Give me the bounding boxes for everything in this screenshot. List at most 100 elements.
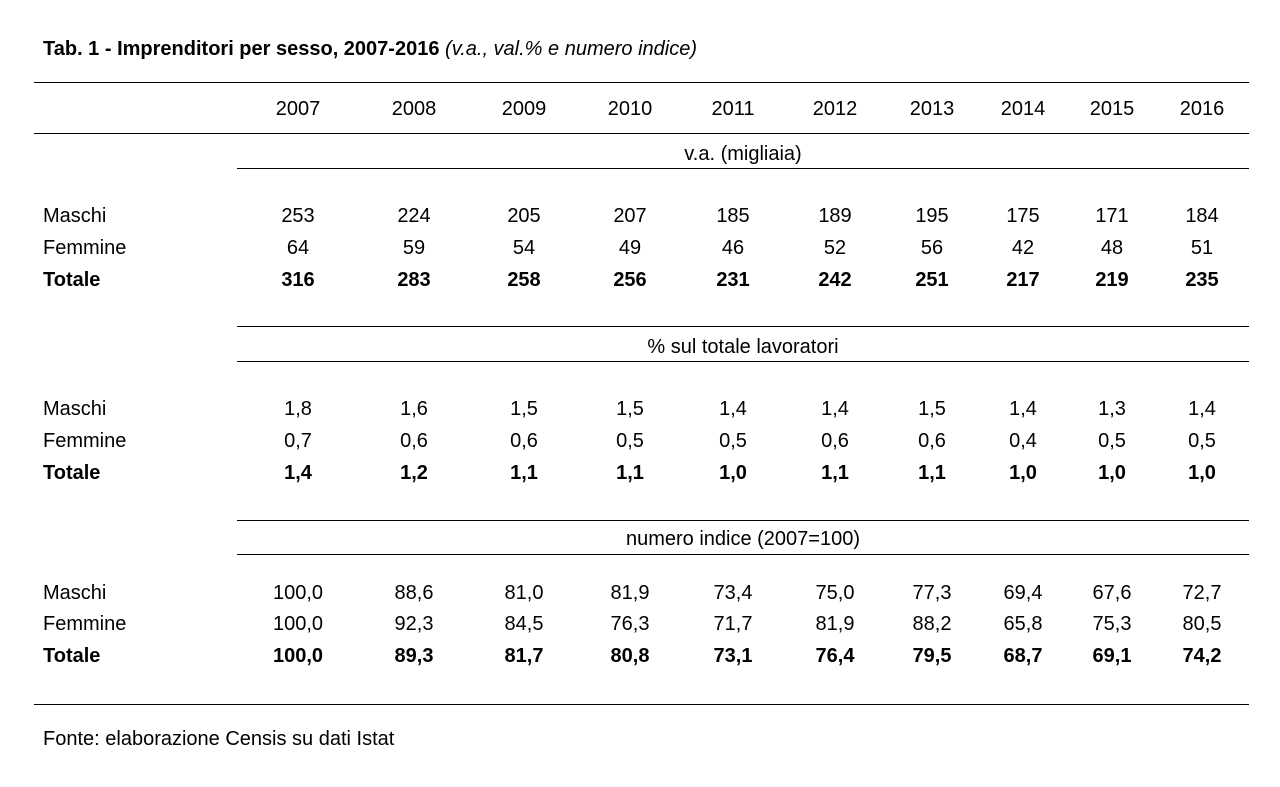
table-cell: 1,4	[719, 398, 747, 420]
row-label: Femmine	[43, 430, 127, 452]
year-header: 2012	[812, 98, 858, 120]
table-cell: 84,5	[504, 613, 544, 635]
year-header: 2008	[391, 98, 437, 120]
table-cell: 0,5	[616, 430, 644, 452]
table-cell: 64	[286, 237, 310, 259]
table-title-main: Tab. 1 - Imprenditori per sesso, 2007-20…	[43, 38, 440, 60]
table-cell: 59	[402, 237, 426, 259]
table-cell: 0,6	[918, 430, 946, 452]
table-cell: 42	[1011, 237, 1035, 259]
table-cell: 258	[507, 269, 541, 291]
table-bottom-rule	[34, 704, 1249, 705]
table-cell: 1,4	[284, 462, 312, 484]
table-cell: 171	[1095, 205, 1129, 227]
year-header: 2009	[501, 98, 547, 120]
year-header: 2007	[275, 98, 321, 120]
row-label: Maschi	[43, 582, 107, 604]
table-cell: 242	[818, 269, 852, 291]
table-cell: 1,2	[400, 462, 428, 484]
table-cell: 217	[1006, 269, 1040, 291]
table-cell: 81,0	[504, 582, 544, 604]
table-cell: 1,6	[400, 398, 428, 420]
table-cell: 205	[507, 205, 541, 227]
table-cell: 52	[823, 237, 847, 259]
section-rule	[237, 326, 1249, 327]
table-cell: 1,5	[510, 398, 538, 420]
table-cell: 69,1	[1092, 645, 1132, 667]
table-cell: 48	[1100, 237, 1124, 259]
table-cell: 1,5	[918, 398, 946, 420]
table-cell: 76,4	[815, 645, 855, 667]
year-header: 2010	[607, 98, 653, 120]
section-title: v.a. (migliaia)	[684, 143, 802, 165]
table-cell: 1,3	[1098, 398, 1126, 420]
table-cell: 0,6	[400, 430, 428, 452]
table-title-subtitle: (v.a., val.% e numero indice)	[445, 38, 697, 60]
row-label: Totale	[43, 269, 101, 291]
row-label: Totale	[43, 462, 101, 484]
row-label: Totale	[43, 645, 101, 667]
table-cell: 189	[818, 205, 852, 227]
table-cell: 0,5	[719, 430, 747, 452]
table-cell: 1,1	[821, 462, 849, 484]
table-cell: 92,3	[394, 613, 434, 635]
year-header: 2013	[909, 98, 955, 120]
table-cell: 89,3	[394, 645, 434, 667]
table-cell: 1,0	[1009, 462, 1037, 484]
table-cell: 100,0	[272, 645, 324, 667]
table-cell: 1,0	[719, 462, 747, 484]
table-cell: 1,4	[821, 398, 849, 420]
table-cell: 224	[397, 205, 431, 227]
table-cell: 0,5	[1098, 430, 1126, 452]
section-rule	[237, 168, 1249, 169]
year-header: 2011	[711, 98, 755, 120]
table-cell: 1,0	[1098, 462, 1126, 484]
table-cell: 316	[281, 269, 315, 291]
table-cell: 77,3	[912, 582, 952, 604]
table-cell: 0,5	[1188, 430, 1216, 452]
table-cell: 75,0	[815, 582, 855, 604]
table-cell: 231	[716, 269, 750, 291]
table-cell: 251	[915, 269, 949, 291]
table-cell: 0,6	[510, 430, 538, 452]
table-cell: 175	[1006, 205, 1040, 227]
table-cell: 75,3	[1092, 613, 1132, 635]
table-cell: 81,7	[504, 645, 544, 667]
table-cell: 100,0	[272, 613, 324, 635]
table-cell: 1,1	[616, 462, 644, 484]
source-note: Fonte: elaborazione Censis su dati Istat	[43, 728, 395, 750]
table-cell: 184	[1185, 205, 1219, 227]
table-cell: 1,4	[1188, 398, 1216, 420]
table-cell: 219	[1095, 269, 1129, 291]
table-cell: 67,6	[1092, 582, 1132, 604]
table-cell: 81,9	[610, 582, 650, 604]
section-rule	[237, 520, 1249, 521]
year-header: 2016	[1179, 98, 1225, 120]
row-label: Femmine	[43, 237, 127, 259]
table-cell: 195	[915, 205, 949, 227]
table-cell: 69,4	[1003, 582, 1043, 604]
section-title: % sul totale lavoratori	[647, 336, 839, 358]
table-cell: 1,1	[510, 462, 538, 484]
table-cell: 1,1	[918, 462, 946, 484]
table-cell: 185	[716, 205, 750, 227]
table-cell: 0,6	[821, 430, 849, 452]
table-cell: 73,1	[713, 645, 753, 667]
table-cell: 1,0	[1188, 462, 1216, 484]
table-cell: 46	[721, 237, 745, 259]
row-label: Maschi	[43, 398, 107, 420]
section-title: numero indice (2007=100)	[625, 528, 861, 550]
table-cell: 68,7	[1003, 645, 1043, 667]
table-cell: 80,8	[610, 645, 650, 667]
table-cell: 76,3	[610, 613, 650, 635]
table-cell: 0,7	[284, 430, 312, 452]
year-header: 2015	[1089, 98, 1135, 120]
table-cell: 80,5	[1182, 613, 1222, 635]
year-header: 2014	[1000, 98, 1046, 120]
table-cell: 56	[920, 237, 944, 259]
header-bottom-rule	[34, 133, 1249, 134]
table-cell: 72,7	[1182, 582, 1222, 604]
table-cell: 1,8	[284, 398, 312, 420]
table-cell: 79,5	[912, 645, 952, 667]
table-title: Tab. 1 - Imprenditori per sesso, 2007-20…	[43, 38, 697, 61]
